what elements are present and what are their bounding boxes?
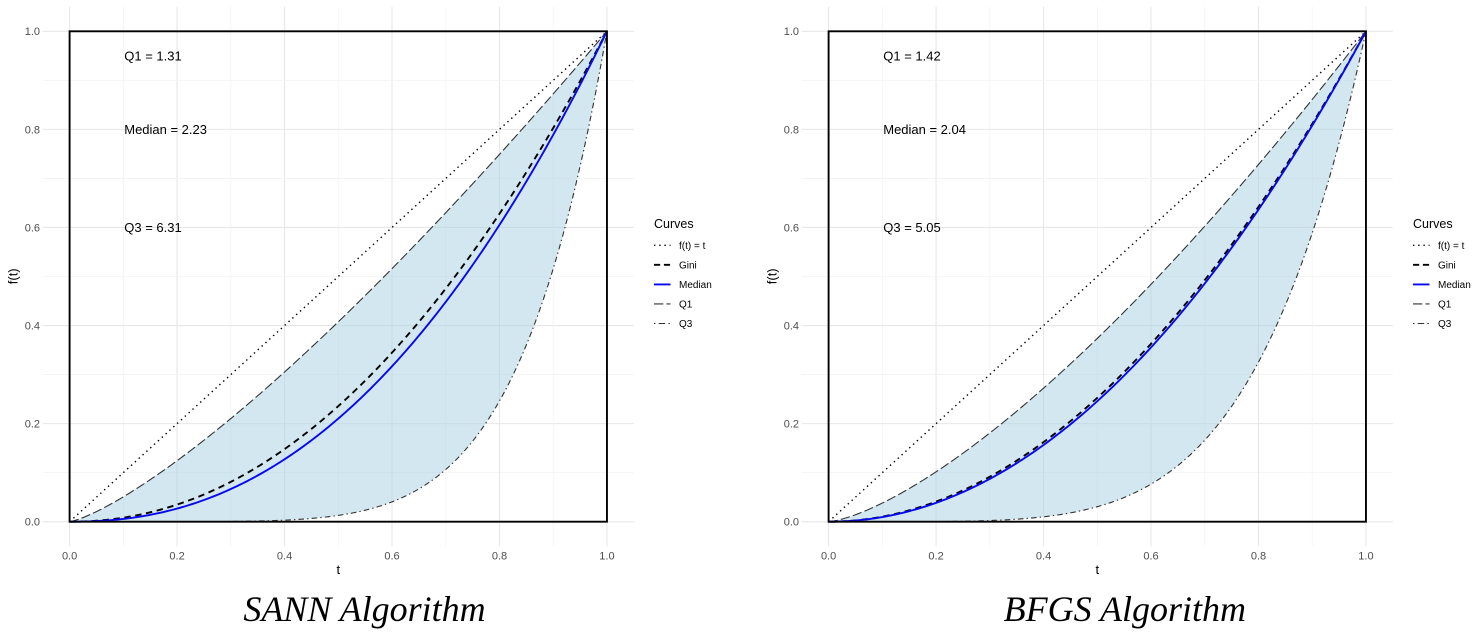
svg-text:0.2: 0.2: [25, 419, 40, 431]
svg-text:0.2: 0.2: [784, 419, 799, 431]
svg-text:0.8: 0.8: [492, 551, 507, 563]
svg-text:0.6: 0.6: [784, 222, 799, 234]
svg-text:1.0: 1.0: [599, 551, 614, 563]
svg-text:0.2: 0.2: [169, 551, 184, 563]
svg-text:Median = 2.23: Median = 2.23: [124, 122, 207, 137]
svg-text:0.0: 0.0: [784, 517, 799, 529]
svg-text:Q1: Q1: [1438, 299, 1452, 310]
svg-text:t: t: [336, 562, 340, 577]
svg-text:0.6: 0.6: [384, 551, 399, 563]
svg-text:f(t): f(t): [6, 268, 21, 284]
svg-text:Median: Median: [679, 280, 712, 291]
svg-text:0.4: 0.4: [25, 320, 40, 332]
svg-text:1.0: 1.0: [784, 26, 799, 38]
svg-text:Median = 2.04: Median = 2.04: [883, 122, 966, 137]
svg-text:Q1 = 1.42: Q1 = 1.42: [883, 49, 940, 64]
svg-text:Q1 = 1.31: Q1 = 1.31: [124, 49, 181, 64]
svg-text:f(t): f(t): [765, 268, 780, 284]
svg-text:0.6: 0.6: [25, 222, 40, 234]
svg-text:SANN Algorithm: SANN Algorithm: [243, 589, 485, 629]
svg-text:Curves: Curves: [654, 217, 694, 231]
svg-text:Q3 = 5.05: Q3 = 5.05: [883, 220, 940, 235]
svg-text:0.8: 0.8: [1251, 551, 1266, 563]
svg-text:Q3 = 6.31: Q3 = 6.31: [124, 220, 181, 235]
svg-text:Gini: Gini: [1438, 260, 1456, 271]
svg-text:0.8: 0.8: [784, 124, 799, 136]
svg-text:0.4: 0.4: [277, 551, 292, 563]
svg-text:Median: Median: [1438, 280, 1471, 291]
svg-text:Q1: Q1: [679, 299, 693, 310]
svg-text:BFGS Algorithm: BFGS Algorithm: [1004, 589, 1246, 629]
svg-text:0.4: 0.4: [784, 320, 799, 332]
svg-text:Q3: Q3: [1438, 319, 1452, 330]
svg-text:Q3: Q3: [679, 319, 693, 330]
svg-text:t: t: [1095, 562, 1099, 577]
svg-text:1.0: 1.0: [1358, 551, 1373, 563]
svg-text:f(t) = t: f(t) = t: [679, 241, 706, 252]
svg-text:Gini: Gini: [679, 260, 697, 271]
svg-text:0.6: 0.6: [1143, 551, 1158, 563]
svg-text:0.8: 0.8: [25, 124, 40, 136]
svg-text:f(t) = t: f(t) = t: [1438, 241, 1465, 252]
svg-text:1.0: 1.0: [25, 26, 40, 38]
svg-text:Curves: Curves: [1413, 217, 1453, 231]
svg-text:0.2: 0.2: [928, 551, 943, 563]
svg-text:0.0: 0.0: [821, 551, 836, 563]
svg-text:0.0: 0.0: [25, 517, 40, 529]
svg-text:0.4: 0.4: [1036, 551, 1051, 563]
svg-text:0.0: 0.0: [62, 551, 77, 563]
